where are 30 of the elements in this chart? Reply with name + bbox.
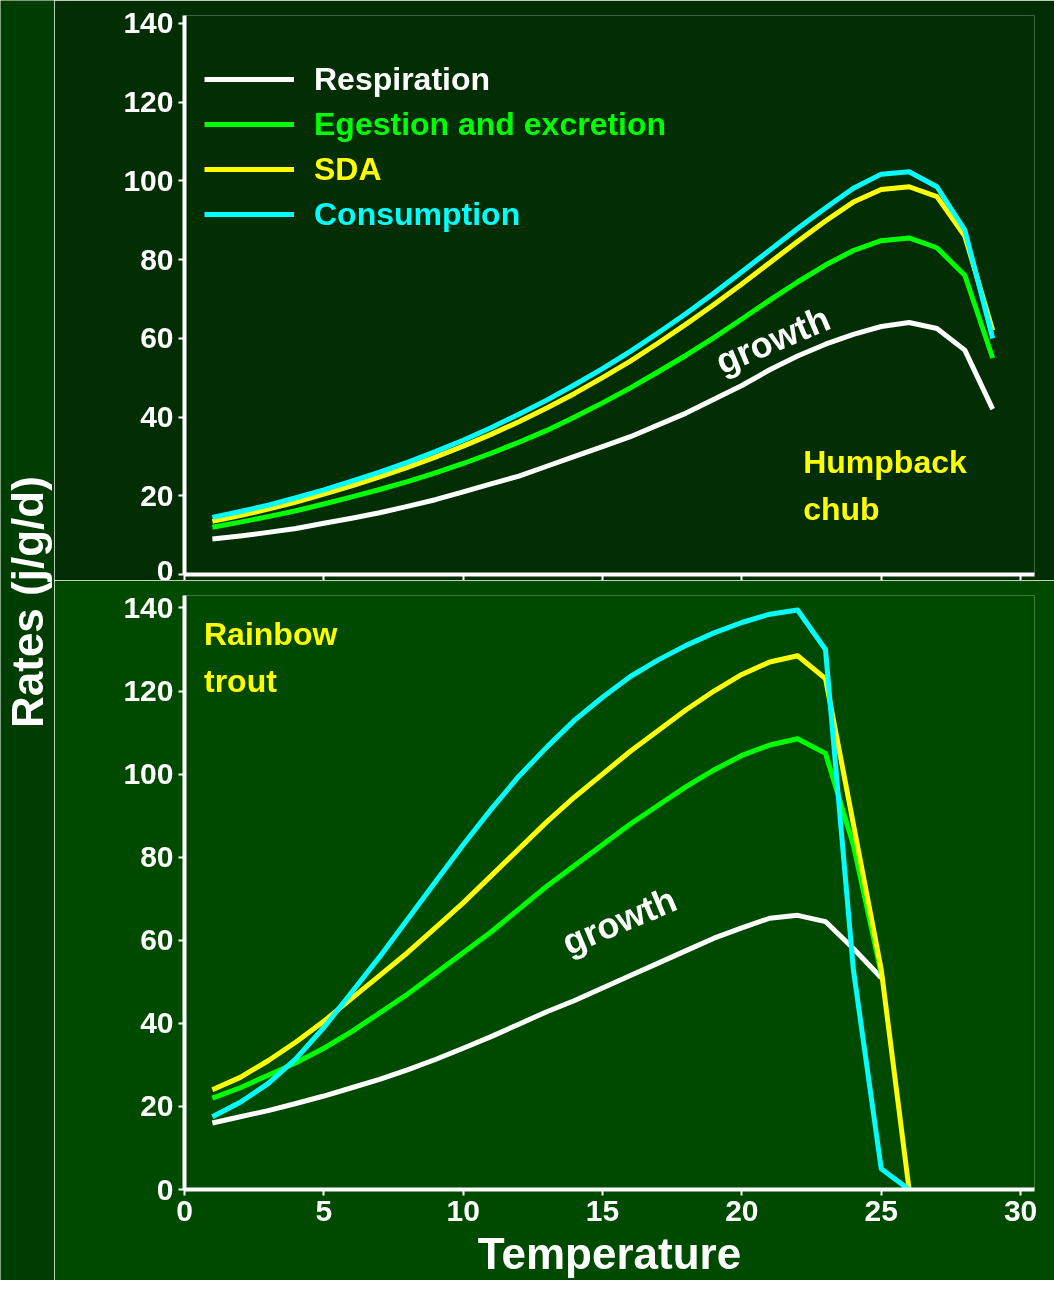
annotation: Rainbow trout (204, 616, 338, 700)
y-tick-label: 100 (123, 163, 174, 197)
y-axis-title: Rates (j/g/d) (3, 476, 52, 728)
y-tick-label: 0 (156, 553, 174, 587)
y-tick-label: 20 (140, 478, 174, 512)
x-tick-label: 10 (446, 1193, 480, 1227)
x-tick-label: 5 (315, 1193, 333, 1227)
y-tick-label: 120 (123, 85, 174, 119)
y-tick-label: 80 (140, 242, 174, 276)
x-axis-title: Temperature (477, 1228, 742, 1278)
y-tick-label: 140 (123, 6, 174, 40)
x-tick-label: 25 (864, 1193, 898, 1227)
y-tick-label: 140 (123, 590, 174, 624)
y-tick-label: 40 (140, 400, 174, 434)
x-tick-label: 15 (585, 1193, 620, 1227)
legend-label: Consumption (314, 194, 521, 234)
y-tick-label: 20 (140, 1089, 174, 1123)
y-tick-label: 60 (140, 321, 174, 355)
y-tick-label: 40 (140, 1006, 174, 1040)
y-tick-label: 80 (140, 840, 174, 874)
y-tick-label: 60 (140, 923, 174, 957)
y-tick-label: 100 (123, 757, 174, 791)
annotation: Humpback chub (803, 444, 967, 528)
x-tick-label: 30 (1003, 1193, 1038, 1227)
legend-label: SDA (314, 149, 382, 189)
legend-label: Egestion and excretion (314, 104, 667, 144)
legend-label: Respiration (314, 59, 491, 99)
y-tick-label: 0 (156, 1172, 174, 1206)
x-tick-label: 20 (725, 1193, 759, 1227)
y-tick-label: 120 (123, 674, 174, 708)
